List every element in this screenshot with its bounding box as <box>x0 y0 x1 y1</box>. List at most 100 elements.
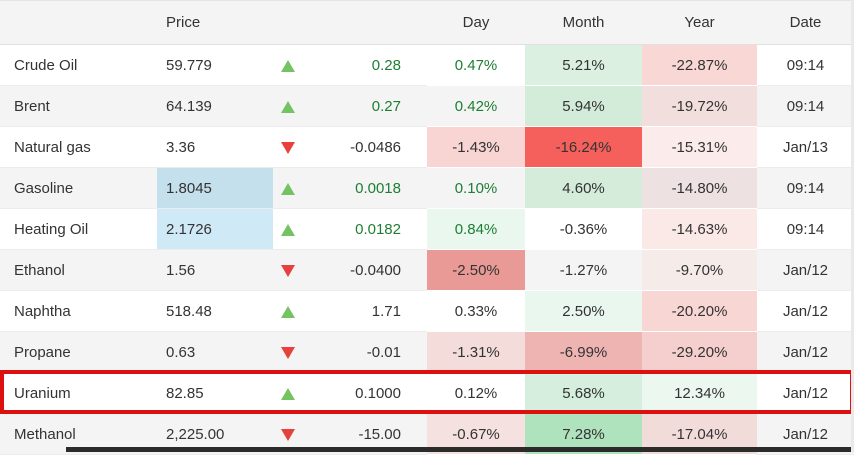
change-cell: 0.28 <box>303 44 427 86</box>
change-cell: 0.1000 <box>303 372 427 414</box>
day-cell: 0.33% <box>427 290 525 332</box>
date-column-header: Date <box>757 0 854 45</box>
price-cell: 3.36 <box>157 126 273 168</box>
commodity-name[interactable]: Crude Oil <box>0 44 157 86</box>
date-cell: 09:14 <box>757 85 854 127</box>
day-cell: 0.10% <box>427 167 525 209</box>
year-cell: -9.70% <box>642 249 757 291</box>
trend-arrow-icon <box>281 305 295 318</box>
trend-arrow-icon <box>281 59 295 72</box>
table-row: Naphtha 518.48 1.71 0.33% 2.50% -20.20% … <box>0 290 854 332</box>
month-cell: -1.27% <box>525 249 642 291</box>
change-cell: -0.01 <box>303 331 427 373</box>
year-cell: -15.31% <box>642 126 757 168</box>
month-column-header: Month <box>525 0 642 45</box>
change-cell: 0.0182 <box>303 208 427 250</box>
name-column-header <box>0 0 157 45</box>
year-cell: -14.63% <box>642 208 757 250</box>
trend-arrow-icon <box>281 141 295 154</box>
month-cell: 5.68% <box>525 372 642 414</box>
date-cell: 09:14 <box>757 167 854 209</box>
day-cell: 0.42% <box>427 85 525 127</box>
month-cell: 5.94% <box>525 85 642 127</box>
table-row-selected: Uranium 82.85 0.1000 0.12% 5.68% 12.34% … <box>0 372 854 414</box>
arrow-cell <box>273 372 303 414</box>
arrow-cell <box>273 167 303 209</box>
trend-arrow-icon <box>281 346 295 359</box>
year-cell: -14.80% <box>642 167 757 209</box>
trend-arrow-icon <box>281 264 295 277</box>
date-cell: Jan/12 <box>757 249 854 291</box>
change-cell: -0.0486 <box>303 126 427 168</box>
year-cell: 12.34% <box>642 372 757 414</box>
commodity-name[interactable]: Naphtha <box>0 290 157 332</box>
table-row: Crude Oil 59.779 0.28 0.47% 5.21% -22.87… <box>0 44 854 86</box>
date-cell: Jan/12 <box>757 331 854 373</box>
bottom-dark-bar <box>66 447 854 452</box>
arrow-cell <box>273 85 303 127</box>
arrow-cell <box>273 208 303 250</box>
table-row: Heating Oil 2.1726 0.0182 0.84% -0.36% -… <box>0 208 854 250</box>
year-cell: -22.87% <box>642 44 757 86</box>
trend-arrow-icon <box>281 428 295 441</box>
right-edge-divider <box>851 0 854 452</box>
day-cell: -1.43% <box>427 126 525 168</box>
change-cell: 0.0018 <box>303 167 427 209</box>
table-row: Propane 0.63 -0.01 -1.31% -6.99% -29.20%… <box>0 331 854 373</box>
day-cell: -2.50% <box>427 249 525 291</box>
trend-arrow-icon <box>281 182 295 195</box>
commodity-name[interactable]: Gasoline <box>0 167 157 209</box>
arrow-cell <box>273 126 303 168</box>
year-cell: -29.20% <box>642 331 757 373</box>
day-column-header: Day <box>427 0 525 45</box>
month-cell: 5.21% <box>525 44 642 86</box>
price-cell: 59.779 <box>157 44 273 86</box>
change-column-header <box>303 0 427 45</box>
price-cell: 1.8045 <box>157 167 273 209</box>
price-cell: 82.85 <box>157 372 273 414</box>
table-row: Natural gas 3.36 -0.0486 -1.43% -16.24% … <box>0 126 854 168</box>
commodity-name[interactable]: Ethanol <box>0 249 157 291</box>
date-cell: Jan/13 <box>757 126 854 168</box>
change-cell: 1.71 <box>303 290 427 332</box>
day-cell: 0.12% <box>427 372 525 414</box>
header-row: Price Day Month Year Date <box>0 0 854 45</box>
change-cell: 0.27 <box>303 85 427 127</box>
day-cell: -1.31% <box>427 331 525 373</box>
year-cell: -20.20% <box>642 290 757 332</box>
arrow-cell <box>273 290 303 332</box>
date-cell: Jan/12 <box>757 290 854 332</box>
month-cell: 2.50% <box>525 290 642 332</box>
date-cell: Jan/12 <box>757 372 854 414</box>
month-cell: -6.99% <box>525 331 642 373</box>
month-cell: -0.36% <box>525 208 642 250</box>
table-row: Ethanol 1.56 -0.0400 -2.50% -1.27% -9.70… <box>0 249 854 291</box>
price-cell: 64.139 <box>157 85 273 127</box>
table-row: Gasoline 1.8045 0.0018 0.10% 4.60% -14.8… <box>0 167 854 209</box>
arrow-cell <box>273 249 303 291</box>
day-cell: 0.47% <box>427 44 525 86</box>
arrow-cell <box>273 44 303 86</box>
price-cell: 518.48 <box>157 290 273 332</box>
arrow-cell <box>273 331 303 373</box>
month-cell: 4.60% <box>525 167 642 209</box>
commodity-name[interactable]: Propane <box>0 331 157 373</box>
price-cell: 1.56 <box>157 249 273 291</box>
date-cell: 09:14 <box>757 44 854 86</box>
year-cell: -19.72% <box>642 85 757 127</box>
commodity-name[interactable]: Heating Oil <box>0 208 157 250</box>
commodity-name[interactable]: Natural gas <box>0 126 157 168</box>
price-cell: 2.1726 <box>157 208 273 250</box>
price-cell: 0.63 <box>157 331 273 373</box>
commodity-name[interactable]: Brent <box>0 85 157 127</box>
commodity-name[interactable]: Uranium <box>0 372 157 414</box>
date-cell: 09:14 <box>757 208 854 250</box>
trend-arrow-icon <box>281 387 295 400</box>
change-cell: -0.0400 <box>303 249 427 291</box>
trend-arrow-icon <box>281 223 295 236</box>
year-column-header: Year <box>642 0 757 45</box>
price-column-header: Price <box>157 0 273 45</box>
day-cell: 0.84% <box>427 208 525 250</box>
arrow-column-header <box>273 0 303 45</box>
